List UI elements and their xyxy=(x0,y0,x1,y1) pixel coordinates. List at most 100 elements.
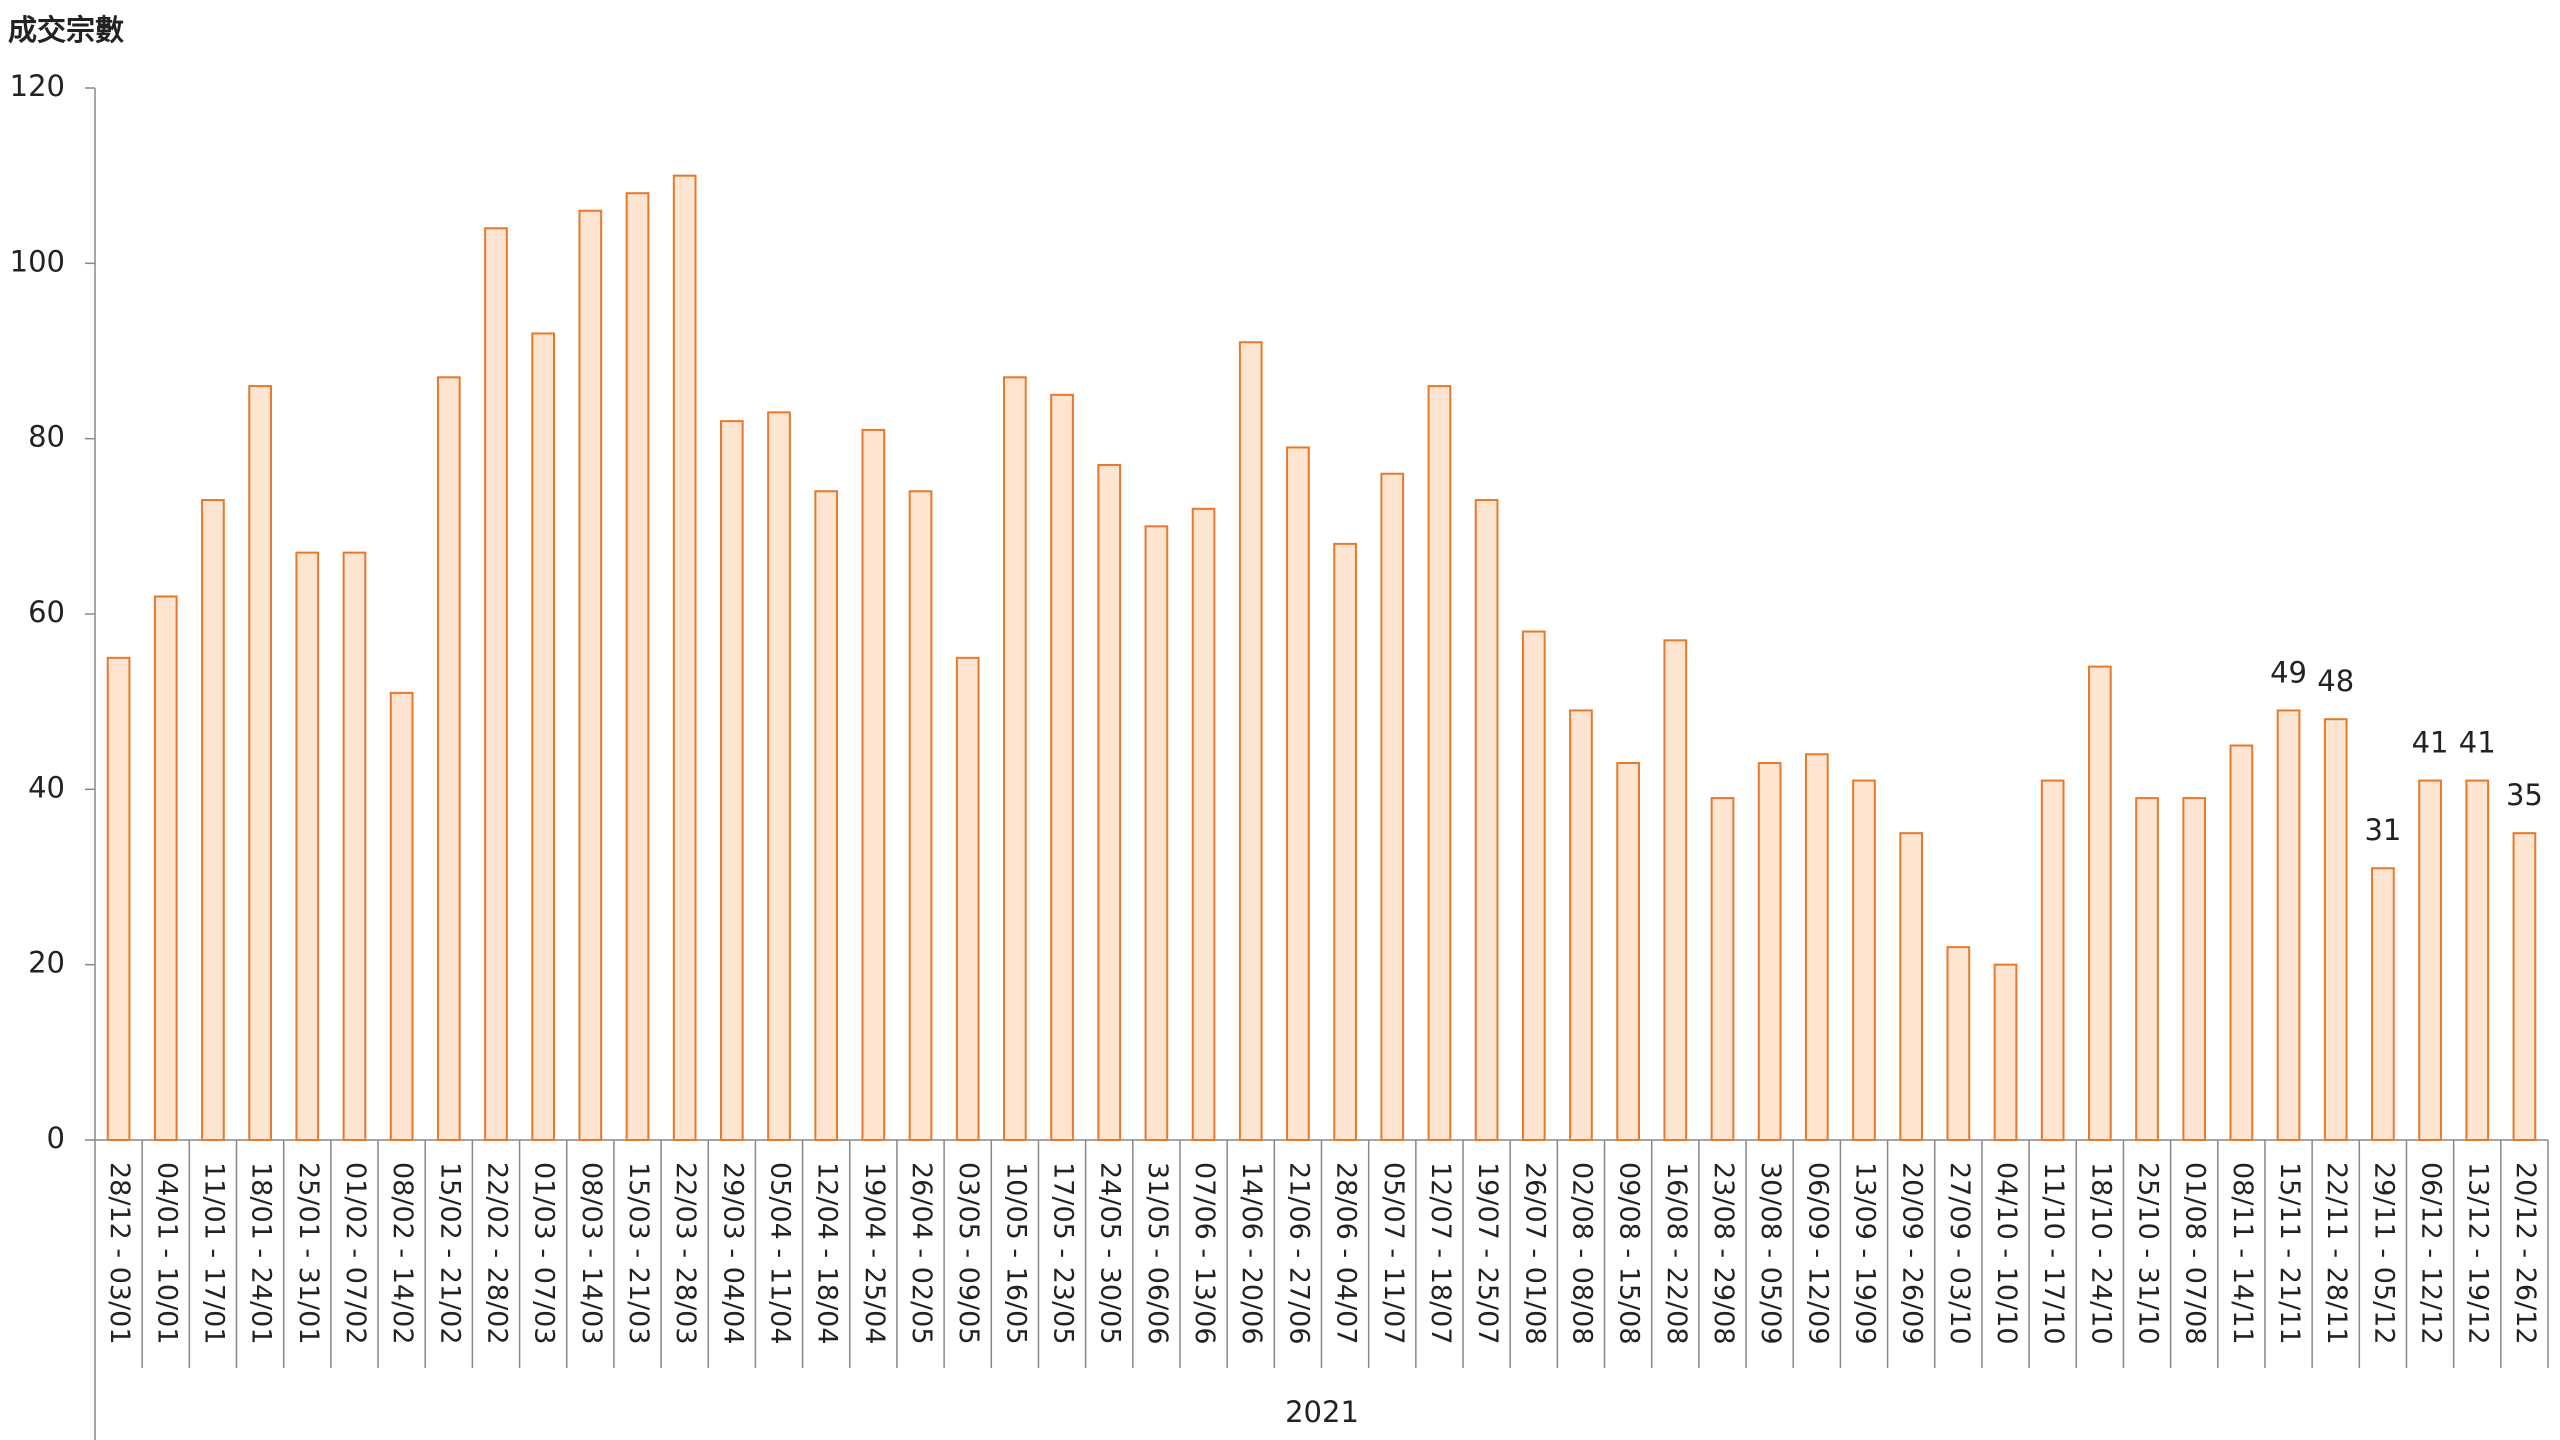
bar xyxy=(1663,639,1688,1141)
bar xyxy=(1050,393,1074,1142)
x-tick-label: 06/12 - 12/12 xyxy=(2416,1162,2447,1345)
x-group-label: 2021 xyxy=(1285,1395,1359,1429)
x-tick-label: 03/05 - 09/05 xyxy=(953,1162,984,1345)
x-tick-label: 08/03 - 14/03 xyxy=(576,1162,607,1345)
x-tick-label: 06/09 - 12/09 xyxy=(1802,1162,1833,1345)
bar xyxy=(1757,762,1782,1141)
data-label: 48 xyxy=(2317,664,2354,698)
bar xyxy=(2371,867,2395,1141)
bar xyxy=(1144,525,1169,1141)
x-tick-label: 16/08 - 22/08 xyxy=(1661,1162,1692,1345)
x-tick-label: 04/01 - 10/01 xyxy=(151,1162,182,1345)
bar xyxy=(2465,779,2490,1141)
bar xyxy=(814,490,839,1141)
bar xyxy=(2040,779,2065,1141)
x-tick-label: 10/05 - 16/05 xyxy=(1000,1162,1031,1345)
x-tick-label: 18/01 - 24/01 xyxy=(246,1162,277,1345)
data-label: 49 xyxy=(2270,655,2307,689)
x-tick-label: 02/08 - 08/08 xyxy=(1566,1162,1597,1345)
x-tick-label: 01/08 - 07/08 xyxy=(2180,1162,2211,1345)
x-tick-label: 15/02 - 21/02 xyxy=(434,1162,465,1345)
bar xyxy=(1521,630,1546,1141)
y-tick-label: 40 xyxy=(28,770,65,804)
x-tick-label: 20/12 - 26/12 xyxy=(2510,1162,2541,1345)
x-tick-label: 21/06 - 27/06 xyxy=(1283,1162,1314,1345)
x-tick-label: 12/04 - 18/04 xyxy=(812,1162,843,1345)
x-tick-label: 17/05 - 23/05 xyxy=(1048,1162,1079,1345)
bar xyxy=(672,174,697,1141)
x-tick-label: 07/06 - 13/06 xyxy=(1189,1162,1220,1345)
bar xyxy=(248,385,272,1142)
x-tick-label: 12/07 - 18/07 xyxy=(1425,1162,1456,1345)
x-tick-label: 11/10 - 17/10 xyxy=(2038,1162,2069,1345)
y-tick-label: 60 xyxy=(28,595,65,629)
x-tick-label: 01/03 - 07/03 xyxy=(529,1162,560,1345)
y-tick-label: 80 xyxy=(28,420,65,454)
x-tick-label: 13/09 - 19/09 xyxy=(1849,1162,1880,1345)
x-tick-label: 08/11 - 14/11 xyxy=(2227,1162,2258,1345)
bar xyxy=(578,209,603,1141)
bar xyxy=(153,595,178,1141)
x-tick-label: 13/12 - 19/12 xyxy=(2463,1162,2494,1345)
x-tick-label: 27/09 - 03/10 xyxy=(1944,1162,1975,1345)
bar xyxy=(484,227,508,1141)
bar xyxy=(2323,718,2348,1141)
bar xyxy=(1946,946,1971,1142)
bar xyxy=(1191,507,1216,1141)
x-tick-label: 22/02 - 28/02 xyxy=(481,1162,512,1345)
bar xyxy=(1852,779,1876,1141)
x-tick-label: 26/04 - 02/05 xyxy=(906,1162,937,1345)
bar xyxy=(436,376,461,1141)
x-tick-label: 11/01 - 17/01 xyxy=(198,1162,229,1345)
y-tick-label: 100 xyxy=(10,244,65,278)
x-tick-label: 09/08 - 15/08 xyxy=(1614,1162,1645,1345)
x-tick-label: 29/03 - 04/04 xyxy=(717,1162,748,1345)
x-tick-label: 26/07 - 01/08 xyxy=(1519,1162,1550,1345)
bar xyxy=(719,420,744,1141)
x-tick-label: 25/10 - 31/10 xyxy=(2133,1162,2164,1345)
x-tick-label: 15/11 - 21/11 xyxy=(2274,1162,2305,1345)
y-tick-label: 20 xyxy=(28,946,65,980)
x-tick-label: 22/11 - 28/11 xyxy=(2321,1162,2352,1345)
bar xyxy=(2182,797,2207,1141)
bar xyxy=(861,428,886,1141)
data-label: 41 xyxy=(2412,726,2449,760)
bar xyxy=(295,551,320,1141)
x-tick-label: 28/06 - 04/07 xyxy=(1331,1162,1362,1345)
x-tick-label: 14/06 - 20/06 xyxy=(1236,1162,1267,1345)
bar xyxy=(1710,797,1735,1141)
x-tick-label: 05/04 - 11/04 xyxy=(765,1162,796,1345)
bar xyxy=(201,499,225,1141)
bar xyxy=(2088,665,2112,1141)
bar xyxy=(625,192,650,1141)
bar xyxy=(2135,797,2159,1141)
bar xyxy=(2418,779,2442,1141)
y-tick-label: 120 xyxy=(10,69,65,103)
bar xyxy=(955,656,980,1141)
x-tick-label: 20/09 - 26/09 xyxy=(1897,1162,1928,1345)
x-tick-label: 22/03 - 28/03 xyxy=(670,1162,701,1345)
x-tick-label: 01/02 - 07/02 xyxy=(340,1162,371,1345)
bar xyxy=(1616,762,1640,1141)
bar xyxy=(389,691,414,1142)
x-tick-label: 19/07 - 25/07 xyxy=(1472,1162,1503,1345)
bar xyxy=(531,332,555,1141)
x-tick-label: 28/12 - 03/01 xyxy=(104,1162,135,1345)
x-tick-label: 08/02 - 14/02 xyxy=(387,1162,418,1345)
bar xyxy=(1380,472,1405,1141)
bar xyxy=(1804,753,1829,1141)
x-tick-label: 15/03 - 21/03 xyxy=(623,1162,654,1345)
bar xyxy=(908,490,933,1141)
bar xyxy=(1097,463,1122,1141)
bar xyxy=(1333,542,1357,1141)
x-tick-label: 30/08 - 05/09 xyxy=(1755,1162,1786,1345)
x-tick-label: 19/04 - 25/04 xyxy=(859,1162,890,1345)
bar xyxy=(1993,963,2018,1142)
bar xyxy=(2229,744,2254,1141)
bar xyxy=(1474,499,1499,1141)
bar xyxy=(2512,832,2537,1142)
x-tick-label: 05/07 - 11/07 xyxy=(1378,1162,1409,1345)
bar xyxy=(1899,832,1924,1142)
bar xyxy=(767,411,791,1142)
